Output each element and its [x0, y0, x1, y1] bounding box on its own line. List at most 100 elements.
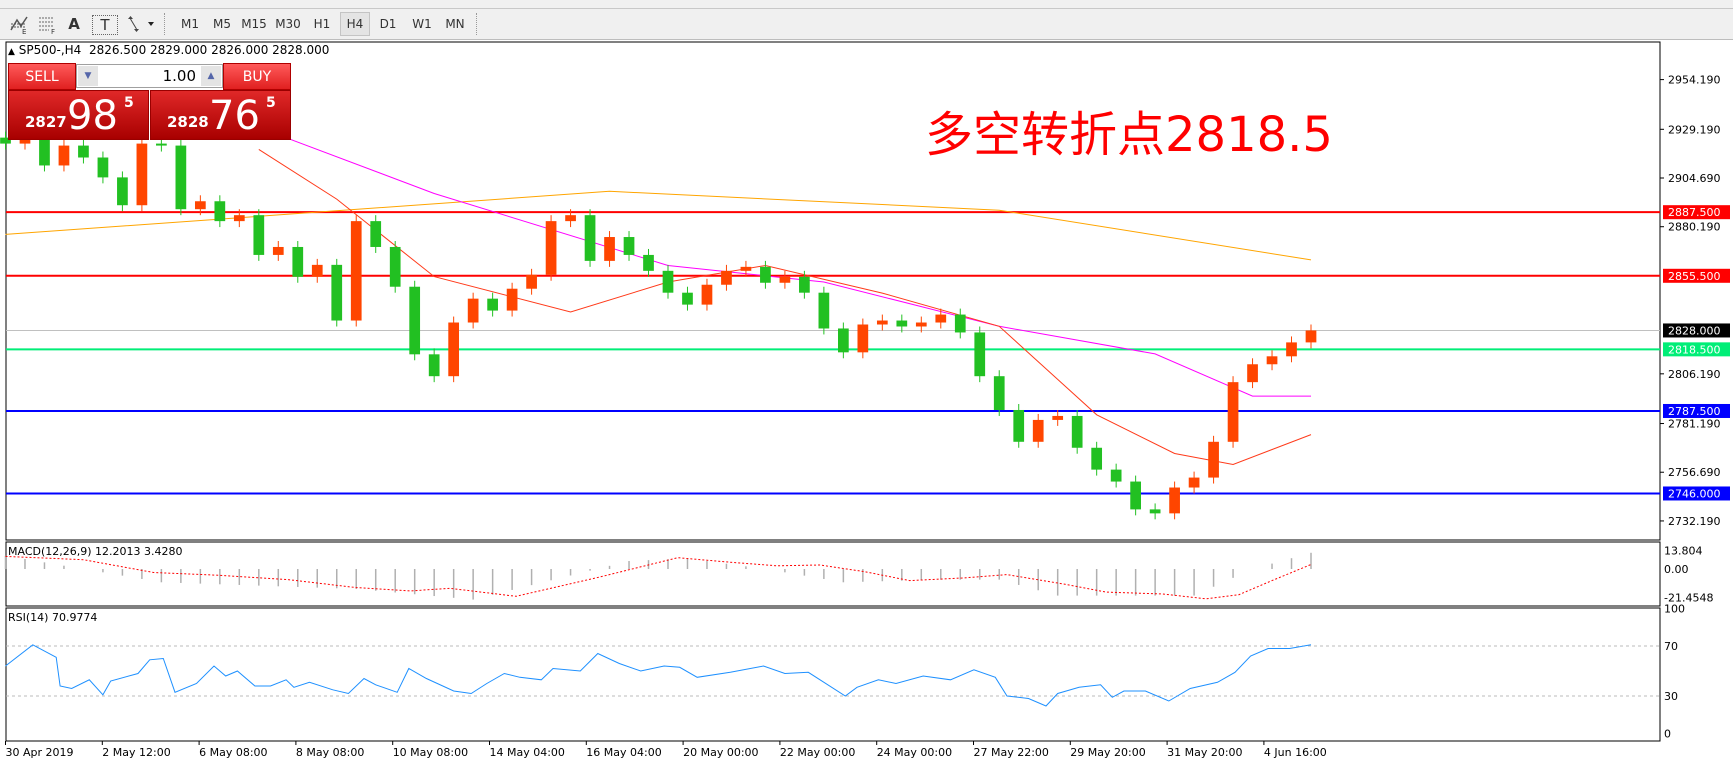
rsi-label: RSI(14) 70.9774	[8, 611, 98, 624]
candle-body	[818, 292, 830, 329]
candle-body	[1247, 364, 1258, 383]
level-price-label: 2746.000	[1668, 487, 1721, 500]
candle-body	[1071, 415, 1083, 448]
one-click-trading-panel: SELL ▼ 1.00 ▲ BUY 2827 98 5 2828 76 5	[8, 63, 291, 140]
sell-button[interactable]: SELL	[8, 63, 76, 90]
candle-body	[1266, 356, 1278, 365]
collapse-triangle-icon[interactable]: ▲	[8, 47, 15, 57]
time-label: 20 May 00:00	[683, 746, 758, 759]
rsi-tick-label: 30	[1664, 690, 1678, 703]
text-label-icon[interactable]: T	[92, 15, 118, 35]
candle-body	[370, 221, 382, 247]
candle-body	[506, 288, 518, 311]
candle-body	[194, 201, 206, 210]
price-tick-label: 2929.190	[1668, 123, 1721, 136]
timeframe-m15[interactable]: M15	[241, 17, 267, 31]
buy-price-button[interactable]: 2828 76 5	[150, 90, 291, 140]
price-tick-label: 2880.190	[1668, 221, 1721, 234]
arrows-dropdown-icon[interactable]	[122, 12, 160, 36]
candle-body	[779, 276, 791, 283]
candle-body	[136, 143, 148, 206]
candle-body	[97, 157, 109, 178]
time-label: 31 May 20:00	[1167, 746, 1242, 759]
level-price-tag	[1663, 486, 1730, 501]
sell-price-main: 98	[67, 93, 118, 139]
timeframe-m1[interactable]: M1	[181, 17, 199, 31]
price-tick-label: 2954.190	[1668, 74, 1721, 87]
price-chart[interactable]: 2954.190 2929.190 2904.690 2880.190 2806.190…	[0, 40, 1733, 760]
candle-body	[857, 324, 869, 353]
moving-average-line	[258, 148, 1312, 466]
candle-body	[1208, 441, 1219, 478]
rsi-tick-label: 100	[1664, 603, 1685, 616]
price-tick-label: 2756.690	[1668, 466, 1721, 479]
window-tab-strip	[0, 0, 1733, 9]
level-price-label: 2887.500	[1668, 206, 1721, 219]
time-label: 24 May 00:00	[877, 746, 952, 759]
candle-body	[331, 264, 343, 321]
candle-body	[1052, 415, 1064, 420]
candle-body	[1169, 487, 1180, 514]
rsi-panel	[5, 607, 1661, 742]
sell-price-prefix: 2827	[25, 113, 67, 131]
candle-body	[292, 246, 304, 277]
candle-body	[0, 137, 11, 144]
candle-body	[117, 177, 128, 206]
lot-size-field[interactable]: ▼ 1.00 ▲	[76, 64, 223, 88]
timeframe-d1[interactable]: D1	[379, 17, 397, 31]
candle-body	[1227, 382, 1239, 442]
buy-button[interactable]: BUY	[223, 63, 291, 90]
candle-body	[214, 201, 226, 222]
time-label: 6 May 08:00	[199, 746, 267, 759]
level-price-tag	[1663, 403, 1730, 418]
candle-body	[487, 298, 498, 311]
current-price-tag	[1663, 323, 1730, 338]
rsi-tick-label: 0	[1664, 728, 1671, 741]
candle-body	[623, 237, 635, 255]
candle-body	[701, 284, 713, 305]
toolbar-separator	[164, 13, 167, 35]
symbol-ohlc: SP500-,H4 2826.500 2829.000 2826.000 282…	[18, 43, 330, 57]
elliott-wave-icon[interactable]: E	[6, 12, 32, 36]
candle-body	[662, 270, 674, 293]
candle-body	[876, 320, 888, 325]
current-price-label: 2828.000	[1668, 324, 1721, 337]
price-tick-label: 2732.190	[1668, 515, 1721, 528]
timeframe-m30[interactable]: M30	[275, 17, 301, 31]
toolbar: E F A T M1 M5 M15 M30 H1 H4 D1 W1 MN	[0, 9, 1733, 40]
rsi-line	[5, 644, 1312, 707]
time-label: 29 May 20:00	[1070, 746, 1145, 759]
candle-body	[1149, 509, 1161, 514]
chart-area[interactable]: 2954.190 2929.190 2904.690 2880.190 2806.190…	[0, 40, 1733, 760]
candle-body	[428, 354, 440, 377]
sell-price-fraction: 5	[124, 95, 134, 111]
candle-body	[682, 292, 693, 305]
candle-body	[39, 137, 50, 166]
time-label: 4 Jun 16:00	[1264, 746, 1327, 759]
sell-price-button[interactable]: 2827 98 5	[8, 90, 149, 140]
increase-lot-icon[interactable]: ▲	[201, 66, 221, 86]
timeframe-h1[interactable]: H1	[313, 17, 331, 31]
decrease-lot-icon[interactable]: ▼	[78, 66, 98, 86]
candle-body	[545, 221, 557, 275]
lot-size-value[interactable]: 1.00	[162, 67, 196, 85]
level-price-label: 2818.500	[1668, 343, 1721, 356]
candle-body	[565, 215, 576, 222]
timeframe-h4[interactable]: H4	[340, 12, 370, 36]
candle-body	[935, 314, 947, 323]
timeframe-m5[interactable]: M5	[213, 17, 231, 31]
candle-body	[604, 237, 615, 261]
candle-body	[253, 215, 265, 255]
macd-tick-label: 0.00	[1664, 563, 1689, 576]
candle-body	[1110, 469, 1122, 482]
time-label: 14 May 04:00	[490, 746, 565, 759]
timeframe-w1[interactable]: W1	[412, 17, 432, 31]
timeframe-mn[interactable]: MN	[445, 17, 465, 31]
time-label: 22 May 00:00	[780, 746, 855, 759]
svg-text:F: F	[51, 28, 55, 34]
candle-body	[467, 298, 479, 323]
fibonacci-icon[interactable]: F	[34, 12, 60, 36]
candle-body	[448, 322, 460, 377]
text-icon[interactable]: A	[68, 15, 80, 33]
candle-body	[19, 137, 31, 144]
